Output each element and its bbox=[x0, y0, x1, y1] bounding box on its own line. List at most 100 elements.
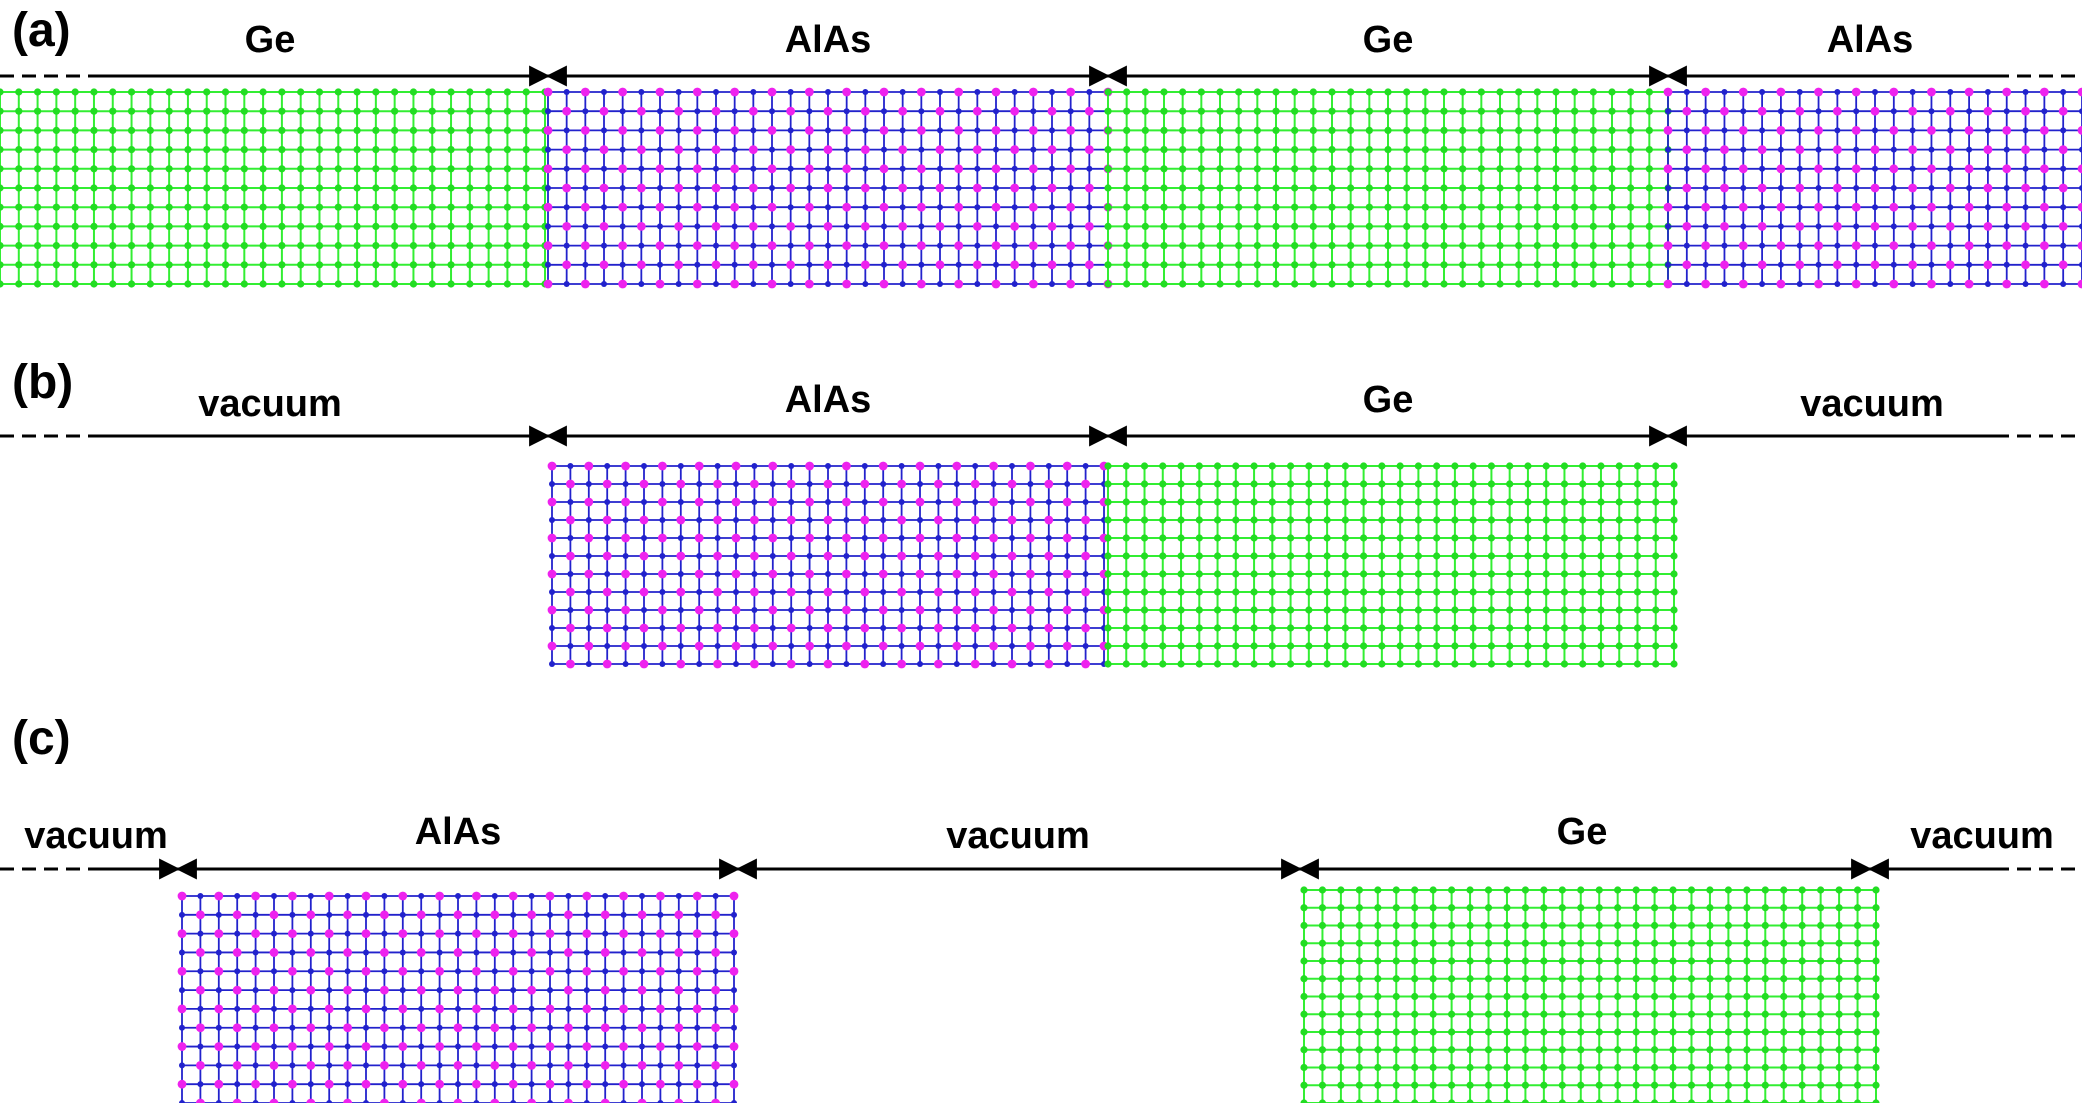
al-atom bbox=[1010, 260, 1020, 270]
ge-atom bbox=[1429, 1010, 1437, 1018]
al-atom bbox=[490, 948, 500, 957]
ge-atom bbox=[0, 280, 4, 288]
ge-atom bbox=[353, 88, 361, 96]
as-atom bbox=[1966, 223, 1973, 230]
as-atom bbox=[677, 535, 684, 541]
ge-atom bbox=[1355, 975, 1363, 983]
ge-atom bbox=[353, 222, 361, 230]
as-atom bbox=[545, 146, 551, 153]
al-atom bbox=[562, 145, 572, 155]
al-atom bbox=[580, 87, 590, 97]
ge-atom bbox=[1451, 588, 1459, 596]
ge-atom bbox=[297, 261, 305, 269]
ge-atom bbox=[1542, 660, 1550, 668]
ge-atom bbox=[259, 280, 267, 288]
ge-atom bbox=[503, 184, 512, 192]
as-atom bbox=[179, 949, 185, 956]
al-atom bbox=[639, 479, 649, 489]
al-atom bbox=[1084, 183, 1094, 193]
ge-atom bbox=[1853, 1010, 1862, 1018]
ge-atom bbox=[1300, 1046, 1308, 1054]
ge-atom bbox=[221, 242, 230, 250]
ge-atom bbox=[1195, 498, 1203, 506]
al-atom bbox=[897, 551, 906, 561]
as-atom bbox=[769, 661, 776, 667]
ge-atom bbox=[1309, 165, 1317, 173]
as-atom bbox=[197, 930, 204, 937]
as-atom bbox=[657, 185, 663, 191]
ge-atom bbox=[1743, 957, 1751, 965]
ge-atom bbox=[372, 146, 380, 154]
as-atom bbox=[731, 987, 737, 994]
ge-atom bbox=[1614, 921, 1622, 930]
al-atom bbox=[952, 533, 962, 543]
ge-atom bbox=[1392, 975, 1400, 983]
as-atom bbox=[307, 1005, 314, 1012]
ge-atom bbox=[428, 280, 436, 288]
ge-atom bbox=[1159, 570, 1167, 578]
ge-atom bbox=[315, 203, 324, 211]
ge-atom bbox=[0, 203, 4, 211]
al-atom bbox=[786, 145, 796, 155]
ge-atom bbox=[1396, 570, 1404, 578]
ge-atom bbox=[1614, 975, 1622, 983]
as-atom bbox=[1890, 185, 1897, 191]
ge-atom bbox=[1632, 975, 1640, 983]
ge-atom bbox=[1558, 992, 1566, 1001]
as-atom bbox=[714, 607, 721, 613]
ge-atom bbox=[1177, 462, 1185, 470]
ge-atom bbox=[1652, 462, 1660, 470]
ge-atom bbox=[1272, 242, 1280, 250]
as-atom bbox=[215, 987, 222, 994]
al-atom bbox=[472, 891, 481, 901]
ge-atom bbox=[1396, 552, 1404, 560]
ge-atom bbox=[1835, 886, 1843, 894]
ge-atom bbox=[1577, 1010, 1585, 1018]
as-atom bbox=[1086, 281, 1093, 287]
as-atom bbox=[582, 223, 589, 230]
ge-atom bbox=[1179, 280, 1187, 288]
as-atom bbox=[751, 571, 758, 577]
as-atom bbox=[1984, 165, 1991, 172]
al-atom bbox=[2058, 260, 2068, 270]
ge-atom bbox=[15, 88, 23, 96]
al-atom bbox=[324, 1042, 334, 1051]
ge-atom bbox=[1487, 480, 1496, 488]
al-atom bbox=[1870, 106, 1880, 116]
ge-atom bbox=[1533, 88, 1541, 96]
ge-atom bbox=[1579, 624, 1587, 632]
ge-atom bbox=[1615, 552, 1623, 560]
ge-atom bbox=[1309, 261, 1317, 269]
ge-atom bbox=[203, 88, 211, 96]
ge-atom bbox=[1300, 1010, 1308, 1018]
ge-atom bbox=[1652, 588, 1660, 596]
ge-atom bbox=[1670, 624, 1678, 632]
ge-atom bbox=[1487, 516, 1496, 524]
ge-atom bbox=[1615, 480, 1623, 488]
ge-atom bbox=[1337, 904, 1345, 912]
ge-atom bbox=[1469, 516, 1477, 524]
al-atom bbox=[878, 641, 888, 651]
ge-atom bbox=[1421, 280, 1429, 288]
al-atom bbox=[584, 641, 594, 651]
al-atom bbox=[1851, 87, 1861, 97]
ge-atom bbox=[184, 203, 192, 211]
as-atom bbox=[675, 127, 682, 134]
alas-lattice-slab bbox=[177, 891, 739, 1103]
ge-atom bbox=[1421, 88, 1429, 96]
ge-atom bbox=[1577, 975, 1585, 983]
al-atom bbox=[639, 659, 649, 669]
as-atom bbox=[899, 204, 906, 211]
al-atom bbox=[1010, 145, 1020, 155]
as-atom bbox=[917, 625, 923, 631]
ge-atom bbox=[1632, 1010, 1640, 1018]
ge-atom bbox=[1652, 516, 1660, 524]
al-atom bbox=[805, 533, 814, 543]
ge-atom bbox=[1670, 588, 1678, 596]
as-atom bbox=[917, 589, 923, 595]
as-atom bbox=[714, 463, 721, 469]
as-atom bbox=[1721, 89, 1728, 95]
ge-atom bbox=[1615, 660, 1623, 668]
ge-atom bbox=[1429, 886, 1437, 894]
al-atom bbox=[972, 106, 982, 116]
